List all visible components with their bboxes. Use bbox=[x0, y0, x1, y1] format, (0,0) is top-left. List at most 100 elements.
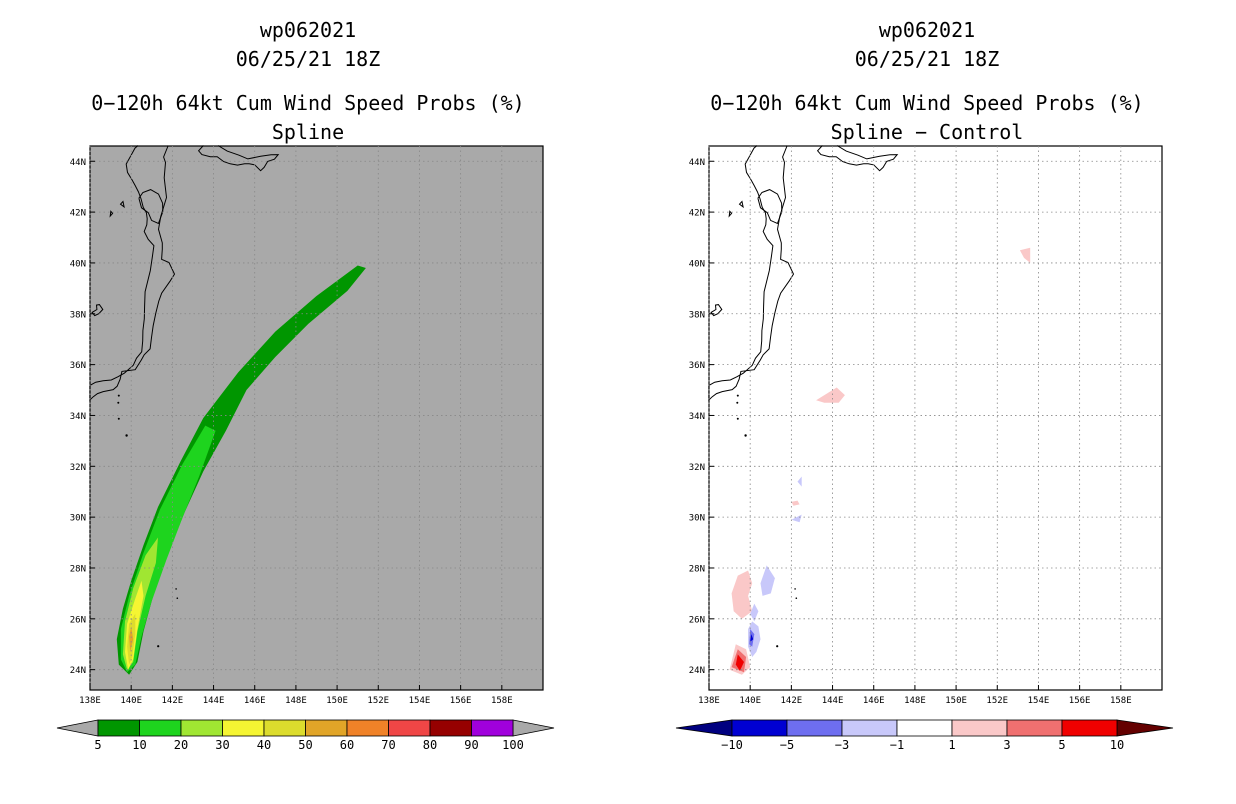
colorbar-label-0-4: 40 bbox=[257, 738, 271, 752]
x-tick-label-0-10: 158E bbox=[491, 696, 513, 706]
left-title: 0−120h 64kt Cum Wind Speed Probs (%) bbox=[91, 91, 524, 115]
x-tick-label-1-0: 138E bbox=[698, 696, 720, 706]
left-island-dot-6 bbox=[176, 597, 179, 599]
colorbar-label-0-6: 60 bbox=[340, 738, 354, 752]
colorbar-label-0-9: 90 bbox=[464, 738, 478, 752]
x-tick-label-0-8: 154E bbox=[409, 696, 431, 706]
x-tick-label-0-2: 142E bbox=[162, 696, 184, 706]
colorbar-label-1-7: 10 bbox=[1110, 738, 1124, 752]
colorbar-label-1-2: −3 bbox=[835, 738, 849, 752]
left-probability-contours bbox=[116, 265, 366, 675]
right-x-tick-labels: 138E 140E 142E 144E 146E 148E 150E 152E 154E 156E… bbox=[698, 696, 1132, 706]
right-difference-contours bbox=[729, 247, 1031, 675]
colorbar-right-arrow-1 bbox=[1116, 719, 1174, 737]
colorbar-left-arrow-1 bbox=[675, 719, 733, 737]
right-coast-hokkaido bbox=[816, 145, 899, 172]
x-tick-label-0-9: 156E bbox=[450, 696, 472, 706]
colorbar-swatch-0-4 bbox=[263, 719, 306, 737]
x-tick-label-0-6: 150E bbox=[326, 696, 348, 706]
x-tick-label-1-10: 158E bbox=[1110, 696, 1132, 706]
x-tick-label-1-6: 150E bbox=[945, 696, 967, 706]
y-tick-label-1-8: 40N bbox=[689, 259, 705, 269]
colorbar-label-0-1: 10 bbox=[132, 738, 146, 752]
x-tick-label-1-3: 144E bbox=[822, 696, 844, 706]
right-map-frame bbox=[708, 145, 1163, 691]
y-tick-label-1-1: 26N bbox=[689, 615, 705, 625]
right-storm-id: wp062021 bbox=[879, 18, 975, 42]
colorbar-label-0-5: 50 bbox=[298, 738, 312, 752]
x-tick-label-0-0: 138E bbox=[79, 696, 101, 706]
contour-band-1-13 bbox=[750, 634, 754, 642]
right-title: 0−120h 64kt Cum Wind Speed Probs (%) bbox=[710, 91, 1143, 115]
x-tick-label-0-7: 152E bbox=[367, 696, 389, 706]
contour-band-0-5 bbox=[129, 626, 134, 652]
colorbar-swatch-0-8 bbox=[429, 719, 472, 737]
y-tick-label-1-4: 32N bbox=[689, 463, 705, 473]
colorbar-label-1-0: −10 bbox=[721, 738, 743, 752]
x-tick-label-1-4: 146E bbox=[863, 696, 885, 706]
colorbar-label-1-6: 5 bbox=[1058, 738, 1065, 752]
colorbar-swatch-0-7 bbox=[388, 719, 431, 737]
x-tick-label-1-9: 156E bbox=[1069, 696, 1091, 706]
contour-band-1-9 bbox=[760, 565, 775, 596]
x-tick-label-1-8: 154E bbox=[1028, 696, 1050, 706]
y-tick-label-0-5: 34N bbox=[70, 412, 86, 422]
x-tick-label-1-5: 148E bbox=[904, 696, 926, 706]
colorbar-swatch-1-6 bbox=[1061, 719, 1118, 737]
right-date-line: 06/25/21 18Z bbox=[855, 47, 1000, 71]
x-tick-label-0-5: 148E bbox=[285, 696, 307, 706]
right-island-dot-5 bbox=[794, 588, 796, 590]
colorbar-label-1-4: 1 bbox=[948, 738, 955, 752]
right-island-dot-2 bbox=[736, 401, 739, 404]
left-storm-id: wp062021 bbox=[260, 18, 356, 42]
colorbar-swatch-0-9 bbox=[471, 719, 514, 737]
colorbar-swatch-0-5 bbox=[305, 719, 348, 737]
left-island-dot-1 bbox=[117, 394, 120, 397]
right-map-background bbox=[709, 146, 1162, 690]
colorbar-label-0-0: 5 bbox=[94, 738, 101, 752]
y-tick-label-0-7: 38N bbox=[70, 310, 86, 320]
y-tick-label-0-10: 44N bbox=[70, 158, 86, 168]
right-y-tick-labels: 24N 26N 28N 30N 32N 34N 36N 38N 40N 42N 44N bbox=[689, 158, 705, 676]
right-colorbar: −10 −5 −3 −1 1 3 5 10 bbox=[675, 719, 1174, 752]
y-tick-label-0-8: 40N bbox=[70, 259, 86, 269]
right-coast-honshu bbox=[708, 145, 795, 402]
left-y-tick-labels: 24N 26N 28N 30N 32N 34N 36N 38N 40N 42N 44N bbox=[70, 158, 86, 676]
left-coast-islet-1 bbox=[109, 210, 114, 218]
left-panel: wp062021 06/25/21 18Z 0−120h 64kt Cum Wi… bbox=[56, 18, 555, 752]
y-tick-label-1-3: 30N bbox=[689, 514, 705, 524]
y-tick-label-1-2: 28N bbox=[689, 564, 705, 574]
left-map-background bbox=[90, 146, 543, 690]
left-x-tick-labels: 138E 140E 142E 144E 146E 148E 150E 152E 154E 156E… bbox=[79, 696, 513, 706]
colorbar-left-arrow-0 bbox=[56, 719, 99, 737]
y-tick-label-1-10: 44N bbox=[689, 158, 705, 168]
left-coast-hokkaido bbox=[197, 145, 280, 172]
colorbar-label-0-8: 80 bbox=[423, 738, 437, 752]
contour-band-0-1 bbox=[120, 425, 216, 673]
x-tick-label-1-2: 142E bbox=[781, 696, 803, 706]
left-date-line: 06/25/21 18Z bbox=[236, 47, 381, 71]
colorbar-swatch-1-5 bbox=[1006, 719, 1063, 737]
colorbar-swatch-1-2 bbox=[841, 719, 898, 737]
y-tick-label-0-4: 32N bbox=[70, 463, 86, 473]
left-colorbar: 5 10 20 30 40 50 60 70 80 90 100 bbox=[56, 719, 555, 752]
y-tick-label-0-2: 28N bbox=[70, 564, 86, 574]
right-gridlines bbox=[708, 146, 1162, 690]
left-island-dot-2 bbox=[117, 401, 120, 404]
colorbar-label-1-1: −5 bbox=[780, 738, 794, 752]
colorbar-swatch-0-1 bbox=[139, 719, 182, 737]
right-island-dot-1 bbox=[736, 394, 739, 397]
right-land-outline bbox=[708, 145, 899, 648]
right-island-dot-3 bbox=[736, 417, 739, 420]
y-tick-label-0-1: 26N bbox=[70, 615, 86, 625]
right-island-dot-7 bbox=[776, 645, 779, 648]
contour-band-1-7 bbox=[797, 476, 802, 487]
colorbar-swatch-1-1 bbox=[786, 719, 843, 737]
contour-band-1-2 bbox=[791, 500, 800, 506]
y-tick-label-0-9: 42N bbox=[70, 209, 86, 219]
colorbar-swatch-0-3 bbox=[222, 719, 265, 737]
y-tick-label-1-6: 36N bbox=[689, 361, 705, 371]
left-map-frame bbox=[89, 145, 544, 691]
contour-band-1-6 bbox=[735, 654, 744, 671]
